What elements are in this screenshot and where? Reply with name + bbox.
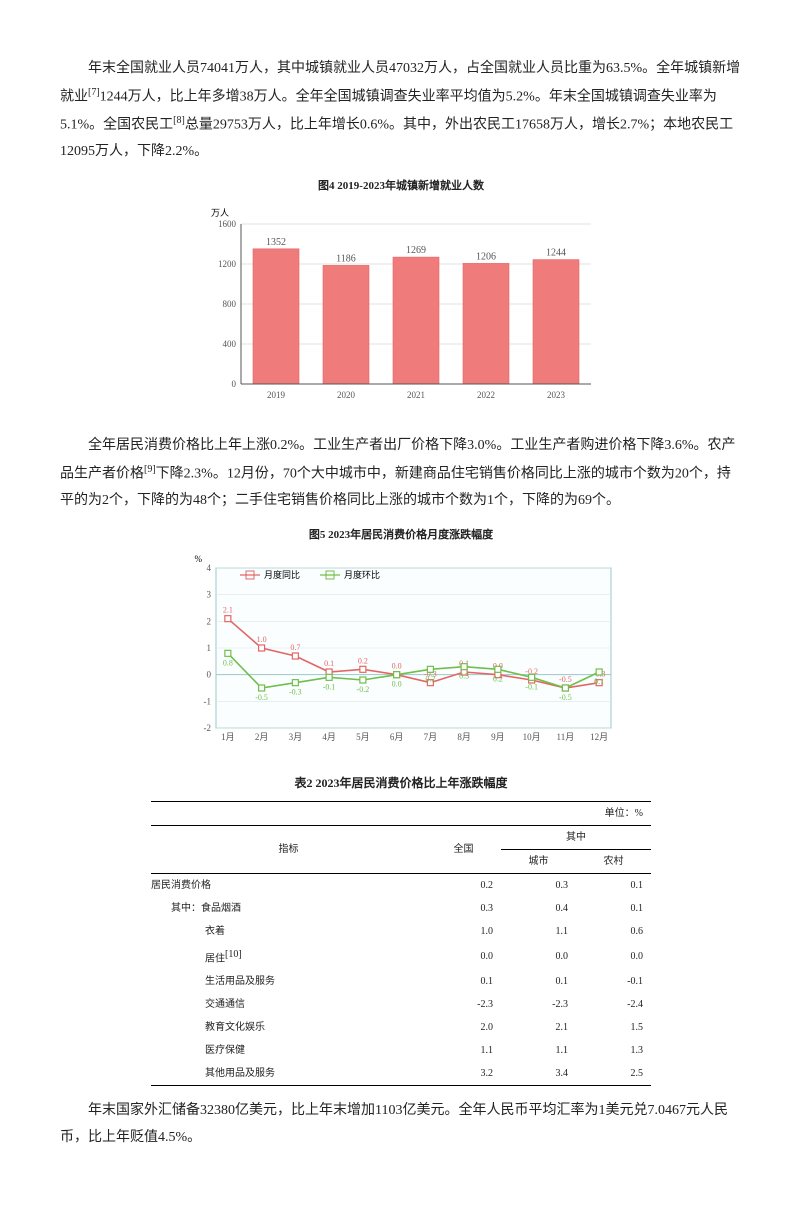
figure-4-chart: 0 400 800 1200 1600万人 1352 2019 1186 2020 1269 202… (191, 199, 611, 409)
th-national: 全国 (426, 825, 501, 873)
svg-text:0.0: 0.0 (392, 679, 402, 688)
figure-5-title: 图5 2023年居民消费价格月度涨跌幅度 (60, 525, 742, 546)
svg-text:0: 0 (232, 379, 237, 389)
svg-text:8月: 8月 (457, 732, 471, 742)
svg-text:万人: 万人 (211, 208, 229, 218)
svg-text:0.7: 0.7 (290, 643, 300, 652)
svg-text:2023: 2023 (547, 390, 566, 400)
svg-text:2022: 2022 (477, 390, 495, 400)
table-row: 医疗保健1.11.11.3 (151, 1039, 651, 1062)
svg-text:1244: 1244 (546, 247, 566, 258)
svg-text:2020: 2020 (337, 390, 356, 400)
footnote-8: [8] (173, 115, 185, 126)
svg-text:0.2: 0.2 (425, 674, 435, 683)
svg-text:6月: 6月 (390, 732, 404, 742)
svg-text:0.8: 0.8 (223, 658, 233, 667)
svg-text:10月: 10月 (523, 732, 541, 742)
svg-text:0.1: 0.1 (594, 677, 604, 686)
svg-text:0.1: 0.1 (324, 659, 334, 668)
svg-text:月度同比: 月度同比 (264, 569, 300, 580)
svg-text:%: % (195, 554, 203, 564)
svg-text:2月: 2月 (255, 732, 269, 742)
svg-text:2019: 2019 (267, 390, 286, 400)
svg-text:-0.5: -0.5 (559, 675, 572, 684)
svg-text:12月: 12月 (590, 732, 608, 742)
th-sub: 其中 (501, 825, 651, 849)
svg-text:1600: 1600 (218, 219, 237, 229)
svg-text:-0.5: -0.5 (559, 693, 572, 702)
table-row: 生活用品及服务0.10.1-0.1 (151, 970, 651, 993)
th-rural: 农村 (576, 849, 651, 873)
svg-text:1月: 1月 (221, 732, 235, 742)
figure-5-chart: -2 -1 0 1 2 3 4% 1月 2月 3月 4月 5月 6月 7月 8月 9月 10月 11月 12月 月度同… (171, 548, 631, 748)
svg-text:800: 800 (223, 299, 237, 309)
svg-text:-1: -1 (204, 696, 212, 706)
svg-text:1186: 1186 (336, 253, 356, 264)
svg-text:0.0: 0.0 (392, 661, 402, 670)
table-row: 教育文化娱乐2.02.11.5 (151, 1016, 651, 1039)
svg-text:11月: 11月 (557, 732, 575, 742)
svg-text:2021: 2021 (407, 390, 425, 400)
table-row: 其中：食品烟酒0.30.40.1 (151, 897, 651, 920)
svg-text:2: 2 (207, 616, 212, 626)
table-2-unit: 单位：% (151, 801, 651, 825)
paragraph-2: 全年居民消费价格比上年上涨0.2%。工业生产者出厂价格下降3.0%。工业生产者购… (60, 433, 742, 514)
paragraph-3: 年末国家外汇储备32380亿美元，比上年末增加1103亿美元。全年人民币平均汇率… (60, 1098, 742, 1151)
table-row: 交通通信-2.3-2.3-2.4 (151, 993, 651, 1016)
figure-4-title: 图4 2019-2023年城镇新增就业人数 (60, 176, 742, 197)
svg-text:1352: 1352 (266, 236, 286, 247)
svg-text:4: 4 (207, 563, 212, 573)
svg-text:0: 0 (207, 669, 212, 679)
footnote-7: [7] (88, 87, 100, 98)
svg-text:400: 400 (223, 339, 237, 349)
svg-text:9月: 9月 (491, 732, 505, 742)
svg-text:1.0: 1.0 (257, 635, 267, 644)
svg-text:-0.3: -0.3 (289, 687, 302, 696)
svg-text:1269: 1269 (406, 245, 426, 256)
th-city: 城市 (501, 849, 576, 873)
table-2: 单位：% 指标 全国 其中 城市 农村 居民消费价格0.20.30.1其中：食品… (151, 801, 651, 1090)
svg-text:5月: 5月 (356, 732, 370, 742)
table-row: 其他用品及服务3.23.42.5 (151, 1062, 651, 1086)
svg-text:7月: 7月 (424, 732, 438, 742)
svg-text:3: 3 (207, 589, 212, 599)
svg-text:1206: 1206 (476, 251, 496, 262)
table-row: 居民消费价格0.20.30.1 (151, 873, 651, 897)
p2-text-b: 下降2.3%。12月份，70个大中城市中，新建商品住宅销售价格同比上涨的城市个数… (60, 466, 731, 508)
svg-text:0.2: 0.2 (493, 674, 503, 683)
svg-text:1200: 1200 (218, 259, 237, 269)
table-row: 衣着1.01.10.6 (151, 920, 651, 943)
footnote-9: [9] (144, 464, 156, 475)
svg-text:-0.1: -0.1 (323, 682, 336, 691)
svg-text:-0.2: -0.2 (357, 685, 370, 694)
svg-text:月度环比: 月度环比 (344, 569, 380, 580)
svg-text:2.1: 2.1 (223, 605, 233, 614)
svg-text:-0.5: -0.5 (255, 693, 268, 702)
table-2-title: 表2 2023年居民消费价格比上年涨跌幅度 (60, 772, 742, 795)
svg-text:-2: -2 (204, 723, 212, 733)
svg-text:0.2: 0.2 (358, 656, 368, 665)
svg-text:4月: 4月 (322, 732, 336, 742)
svg-text:0.3: 0.3 (459, 671, 469, 680)
paragraph-1: 年末全国就业人员74041万人，其中城镇就业人员47032万人，占全国就业人员比… (60, 56, 742, 166)
figure-4: 图4 2019-2023年城镇新增就业人数 0 400 800 1200 1600万人 1… (60, 176, 742, 419)
svg-text:-0.1: -0.1 (525, 682, 538, 691)
table-row: 居住[10]0.00.00.0 (151, 943, 651, 970)
figure-5: 图5 2023年居民消费价格月度涨跌幅度 -2 -1 0 1 2 3 4% 1月 2月 3月 4月 5… (60, 525, 742, 758)
svg-text:3月: 3月 (289, 732, 303, 742)
th-indicator: 指标 (151, 825, 426, 873)
svg-text:1: 1 (207, 643, 212, 653)
